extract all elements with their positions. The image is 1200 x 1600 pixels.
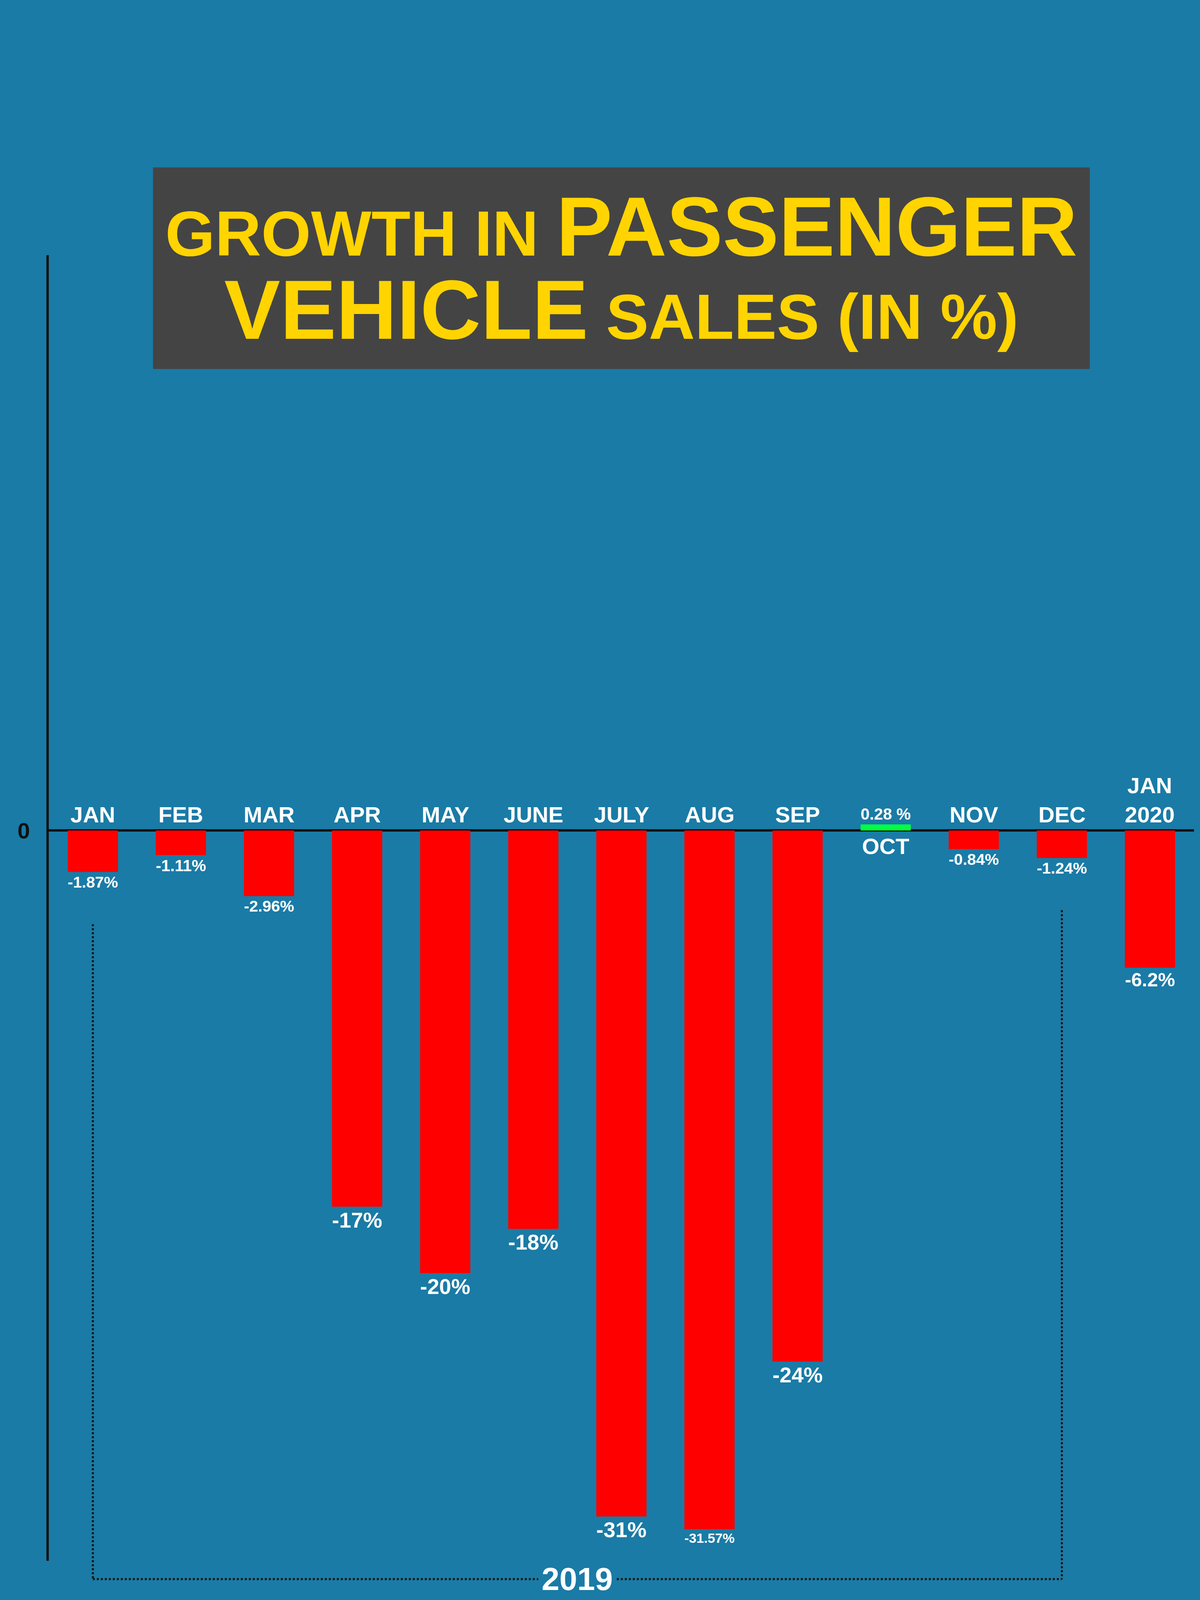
svg-text:NOV: NOV bbox=[949, 802, 998, 828]
svg-text:-20%: -20% bbox=[420, 1274, 471, 1299]
svg-text:-24%: -24% bbox=[772, 1362, 823, 1387]
svg-text:0.28 %: 0.28 % bbox=[860, 804, 911, 824]
svg-text:SEP: SEP bbox=[775, 802, 820, 828]
svg-text:GROWTH IN PASSENGERVEHICLE SAL: GROWTH IN PASSENGERVEHICLE SALES (IN %) bbox=[165, 179, 1078, 357]
svg-text:JAN2020: JAN2020 bbox=[1124, 772, 1175, 828]
svg-text:-18%: -18% bbox=[508, 1230, 559, 1254]
svg-text:OCT: OCT bbox=[862, 833, 910, 859]
svg-text:MAR: MAR bbox=[243, 802, 295, 828]
svg-text:-1.11%: -1.11% bbox=[156, 856, 207, 875]
svg-text:-2.96%: -2.96% bbox=[244, 897, 295, 915]
svg-text:-17%: -17% bbox=[332, 1208, 383, 1232]
svg-text:DEC: DEC bbox=[1038, 802, 1086, 828]
svg-text:-0.84%: -0.84% bbox=[948, 850, 1000, 868]
svg-text:MAY: MAY bbox=[421, 802, 470, 828]
svg-text:JULY: JULY bbox=[594, 802, 650, 828]
svg-text:0: 0 bbox=[17, 818, 30, 844]
svg-text:-6.2%: -6.2% bbox=[1124, 969, 1176, 991]
svg-text:2019: 2019 bbox=[541, 1561, 613, 1597]
svg-text:-1.87%: -1.87% bbox=[67, 873, 118, 891]
svg-text:-31.57%: -31.57% bbox=[684, 1530, 735, 1546]
svg-text:JUNE: JUNE bbox=[503, 802, 564, 828]
svg-text:AUG: AUG bbox=[684, 802, 735, 828]
svg-text:JAN: JAN bbox=[70, 802, 116, 828]
svg-text:APR: APR bbox=[333, 802, 381, 828]
svg-text:FEB: FEB bbox=[158, 802, 204, 828]
svg-text:-31%: -31% bbox=[596, 1517, 647, 1542]
svg-text:-1.24%: -1.24% bbox=[1036, 859, 1088, 877]
